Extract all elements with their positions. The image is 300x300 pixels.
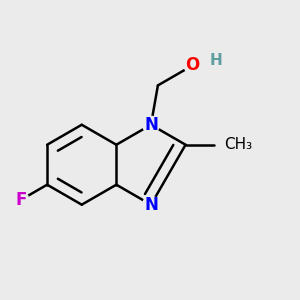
Ellipse shape [142,116,159,133]
Text: CH₃: CH₃ [224,137,252,152]
Text: O: O [185,56,200,74]
Ellipse shape [184,57,201,74]
Text: N: N [144,196,158,214]
Text: H: H [210,53,223,68]
Ellipse shape [14,192,29,207]
Ellipse shape [142,196,159,213]
Text: N: N [144,116,158,134]
Text: F: F [16,191,27,209]
